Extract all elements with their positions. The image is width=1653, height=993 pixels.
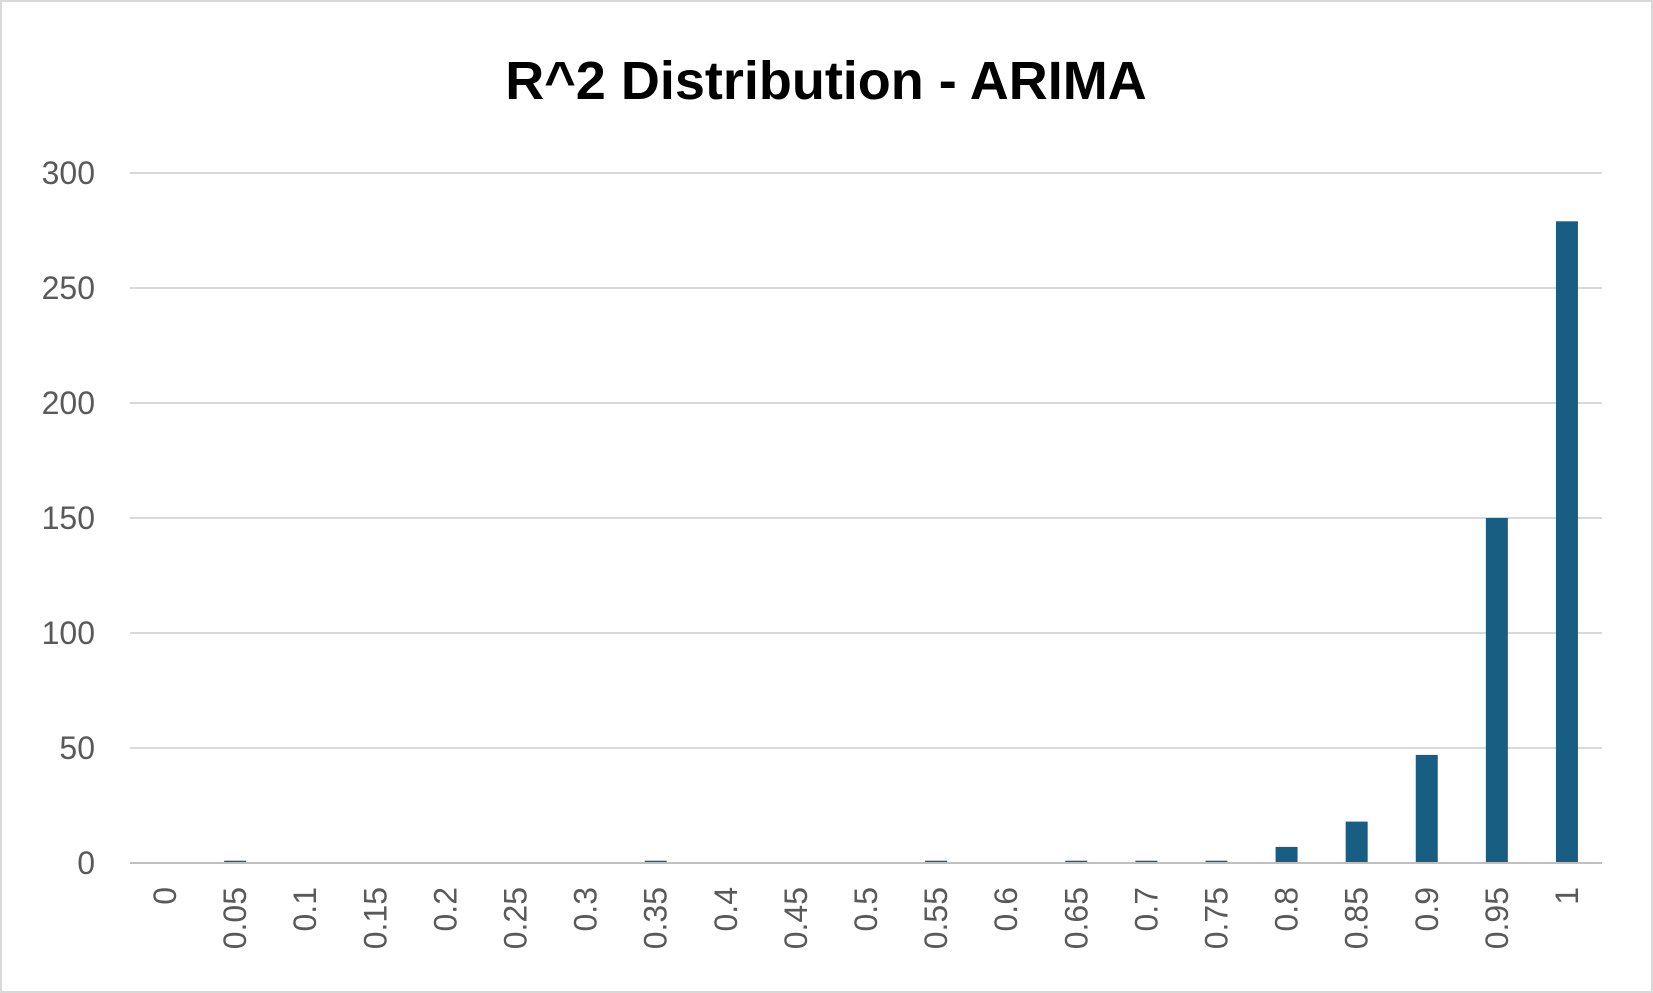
x-tick-label: 0.15 — [357, 887, 393, 949]
y-axis-tick-labels: 0 50 100 150 200 250 300 — [42, 155, 95, 881]
x-tick-label: 0.7 — [1128, 887, 1164, 931]
x-tick-label: 0.25 — [498, 887, 534, 949]
x-tick-label: 0.05 — [217, 887, 253, 949]
bar — [925, 860, 948, 863]
x-tick-label: 0.65 — [1058, 887, 1094, 949]
bar — [224, 860, 247, 863]
x-tick-label: 0.35 — [638, 887, 674, 949]
x-axis-tick-labels: 0 0.05 0.1 0.15 0.2 0.25 0.3 0.35 0.4 0.45 0.5 0.55… — [147, 887, 1585, 949]
x-tick-label: 0.45 — [778, 887, 814, 949]
x-tick-label: 0.9 — [1409, 887, 1445, 931]
y-tick-label: 100 — [42, 615, 95, 651]
x-tick-label: 0.55 — [918, 887, 954, 949]
x-tick-label: 0.8 — [1269, 887, 1305, 931]
y-tick-label: 300 — [42, 155, 95, 191]
y-tick-label: 250 — [42, 270, 95, 306]
bar — [1135, 860, 1158, 863]
bar — [1275, 846, 1298, 863]
bar — [644, 860, 667, 863]
x-tick-label: 0.1 — [287, 887, 323, 931]
y-tick-label: 200 — [42, 385, 95, 421]
bar — [1555, 221, 1578, 864]
x-tick-label: 0.6 — [988, 887, 1024, 931]
y-tick-label: 0 — [77, 845, 95, 881]
bar — [1205, 860, 1228, 863]
x-tick-label: 0.75 — [1198, 887, 1234, 949]
x-tick-label: 1 — [1549, 887, 1585, 905]
bar — [1415, 754, 1438, 863]
y-tick-label: 50 — [59, 730, 95, 766]
chart-title: R^2 Distribution - ARIMA — [505, 51, 1147, 111]
x-tick-label: 0 — [147, 887, 183, 905]
bar — [1345, 821, 1368, 863]
x-tick-label: 0.2 — [427, 887, 463, 931]
x-tick-label: 0.5 — [848, 887, 884, 931]
bars — [224, 221, 1578, 864]
x-tick-label: 0.3 — [568, 887, 604, 931]
x-tick-label: 0.95 — [1479, 887, 1515, 949]
x-tick-label: 0.85 — [1339, 887, 1375, 949]
bar — [1065, 860, 1088, 863]
bar — [1485, 518, 1508, 863]
gridlines — [130, 172, 1602, 749]
x-tick-label: 0.4 — [708, 887, 744, 931]
y-tick-label: 150 — [42, 500, 95, 536]
